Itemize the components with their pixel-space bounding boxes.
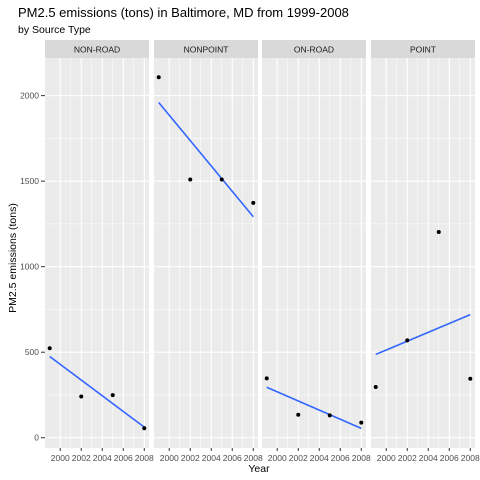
trend-line — [158, 101, 254, 218]
data-point — [47, 346, 52, 351]
facet-panel-point: POINT 2000 2002 2004 2006 2008 — [371, 40, 480, 463]
x-tick-label: 2002 — [181, 453, 200, 463]
x-tick-label: 2008 — [352, 453, 371, 463]
facet-strip-label: NON-ROAD — [74, 45, 120, 55]
facet-strip-label: NONPOINT — [184, 45, 229, 55]
y-tick-label: 1000 — [20, 262, 39, 272]
x-tick-label: 2000 — [268, 453, 287, 463]
data-point — [251, 200, 256, 205]
data-point — [110, 393, 115, 398]
x-tick-label: 2006 — [223, 453, 242, 463]
trend-line — [266, 386, 362, 430]
facet-panel-nonpoint: NONPOINT 2000 2002 2004 2006 2008 — [154, 40, 263, 463]
x-axis-title: Year — [248, 463, 270, 475]
data-point — [156, 75, 161, 80]
facet-panel-on-road: ON-ROAD 2000 2002 2004 2006 2008 — [262, 40, 371, 463]
x-tick-label: 2004 — [310, 453, 329, 463]
facet-strip — [45, 40, 149, 58]
x-tick-label: 2000 — [377, 453, 396, 463]
data-point — [142, 426, 147, 431]
panel-background — [154, 58, 258, 448]
panel-background — [45, 58, 149, 448]
data-point — [219, 177, 224, 182]
x-tick-label: 2008 — [135, 453, 154, 463]
x-tick-label: 2004 — [419, 453, 438, 463]
facet-strip-label: ON-ROAD — [294, 45, 334, 55]
panel-background — [371, 58, 475, 448]
x-tick-label: 2006 — [331, 453, 350, 463]
y-axis-title: PM2.5 emissions (tons) — [7, 203, 19, 313]
facet-panel-non-road: NON-ROAD 2000 2002 2004 2006 2008 — [45, 40, 154, 463]
chart-subtitle: by Source Type — [18, 24, 91, 36]
facet-strip-label: POINT — [410, 45, 436, 55]
y-axis: 0 500 1000 1500 2000 — [20, 91, 45, 443]
y-tick-label: 2000 — [20, 91, 39, 101]
y-tick-label: 1500 — [20, 176, 39, 186]
data-point — [296, 412, 301, 417]
facet-strip — [154, 40, 258, 58]
x-tick-label: 2006 — [440, 453, 459, 463]
x-tick-label: 2008 — [244, 453, 263, 463]
data-point — [359, 420, 364, 425]
chart-title: PM2.5 emissions (tons) in Baltimore, MD … — [18, 5, 349, 20]
x-tick-label: 2006 — [114, 453, 133, 463]
data-point — [264, 376, 269, 381]
data-point — [79, 394, 84, 399]
data-point — [373, 384, 378, 389]
x-tick-label: 2008 — [461, 453, 480, 463]
y-tick-label: 500 — [25, 347, 39, 357]
data-point — [327, 413, 332, 418]
y-tick-label: 0 — [34, 433, 39, 443]
facet-strip — [371, 40, 475, 58]
panel-background — [262, 58, 366, 448]
data-point — [188, 177, 193, 182]
x-tick-label: 2000 — [160, 453, 179, 463]
x-tick-label: 2004 — [93, 453, 112, 463]
x-tick-label: 2002 — [398, 453, 417, 463]
x-tick-label: 2002 — [72, 453, 91, 463]
trend-line — [49, 355, 145, 428]
data-point — [405, 338, 410, 343]
facet-strip — [262, 40, 366, 58]
x-tick-label: 2000 — [51, 453, 70, 463]
data-point — [468, 376, 473, 381]
x-tick-label: 2002 — [289, 453, 308, 463]
x-tick-label: 2004 — [202, 453, 221, 463]
data-point — [436, 230, 441, 235]
trend-line — [375, 313, 471, 356]
